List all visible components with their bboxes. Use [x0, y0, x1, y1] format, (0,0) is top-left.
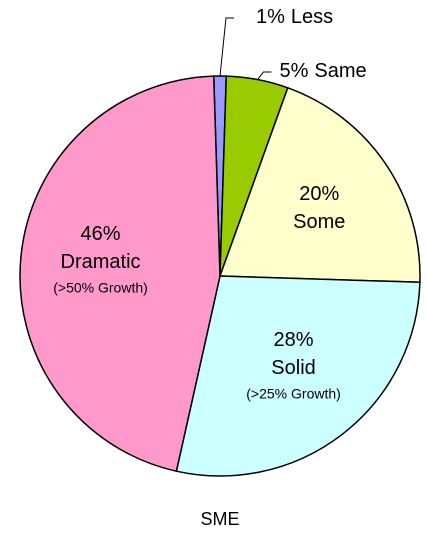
slice-label: 5% Same: [279, 60, 366, 82]
slice-category: Some: [293, 211, 345, 233]
slice-value-label: 46%: [81, 223, 121, 245]
slice-category: Less: [291, 6, 333, 28]
pie-slice: [19, 75, 221, 473]
chart-title: SME: [200, 509, 239, 529]
slice-category: Solid: [271, 357, 315, 379]
leader-line: [257, 71, 272, 80]
slice-sublabel: (>50% Growth): [53, 279, 148, 295]
slice-value-label: 28%: [274, 329, 314, 351]
slice-value-label: 5%: [279, 60, 308, 82]
slice-label: 1% Less: [256, 6, 333, 28]
pie-slice: [175, 275, 421, 477]
pie-slice: [218, 86, 421, 284]
leader-line: [219, 17, 234, 77]
slice-value-label: 20%: [299, 183, 339, 205]
slice-sublabel: (>25% Growth): [246, 386, 341, 402]
slice-category: Same: [314, 60, 366, 82]
slice-value-label: 1%: [256, 6, 285, 28]
slice-category: Dramatic: [61, 251, 141, 273]
